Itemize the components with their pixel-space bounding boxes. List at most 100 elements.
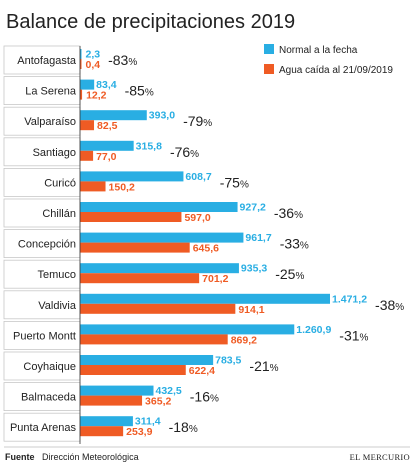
- deficit-value: -75: [220, 174, 240, 190]
- bar-normal: [80, 171, 184, 182]
- deficit-sign: %: [145, 88, 154, 99]
- deficit-sign: %: [294, 210, 303, 221]
- bar-caida: [80, 89, 83, 100]
- deficit-percent: -21%: [249, 358, 278, 374]
- footer: Fuente Dirección Meteorológica EL MERCUR…: [4, 446, 410, 462]
- deficit-sign: %: [360, 332, 369, 343]
- row-santiago: Santiago 315,8 77,0 -76%: [3, 137, 199, 167]
- bar-normal: [80, 49, 82, 59]
- category-card: [3, 198, 81, 228]
- deficit-percent: -38%: [375, 297, 404, 313]
- category-label: Valparaíso: [24, 116, 76, 128]
- bar-normal: [80, 232, 244, 243]
- deficit-percent: -76%: [170, 144, 199, 160]
- row-chillan: Chillán 927,2 597,0 -36%: [3, 198, 303, 228]
- deficit-percent: -18%: [169, 419, 198, 435]
- value-caida: 12,2: [86, 90, 107, 102]
- deficit-sign: %: [190, 149, 199, 160]
- value-caida: 869,2: [231, 334, 257, 346]
- category-card: [3, 167, 81, 197]
- deficit-percent: -36%: [274, 205, 303, 221]
- deficit-percent: -79%: [183, 113, 212, 129]
- category-label: Valdivia: [38, 300, 77, 312]
- category-card: [3, 259, 81, 289]
- chart-rows: Antofagasta 2,30,4 -83% La Serena 83,412,2 -8…: [3, 45, 404, 442]
- category-label: Coyhaique: [23, 361, 76, 373]
- footer-source-label: Fuente: [5, 452, 35, 462]
- legend-label-normal: Normal a la fecha: [279, 45, 358, 56]
- value-normal: 935,3: [241, 263, 267, 275]
- value-normal: 1.471,2: [332, 293, 367, 305]
- category-label: Curicó: [44, 177, 76, 189]
- footer-source-text: Dirección Meteorológica: [42, 452, 139, 462]
- deficit-sign: %: [210, 394, 219, 405]
- bar-caida: [80, 395, 143, 406]
- category-label: Puerto Montt: [13, 330, 76, 342]
- value-caida: 365,2: [145, 396, 171, 408]
- category-label: Concepción: [18, 239, 76, 251]
- bar-normal: [80, 202, 238, 212]
- bar-normal: [80, 110, 147, 121]
- deficit-sign: %: [300, 241, 309, 252]
- value-normal: 783,5: [215, 355, 241, 367]
- value-normal: 315,8: [136, 140, 162, 152]
- value-caida: 77,0: [96, 151, 117, 163]
- value-normal: 393,0: [149, 110, 175, 122]
- deficit-percent: -16%: [190, 389, 219, 405]
- footer-brand: EL MERCURIO: [350, 452, 410, 462]
- deficit-value: -18: [169, 419, 189, 435]
- value-caida: 914,1: [238, 304, 264, 316]
- bar-caida: [80, 150, 94, 161]
- bar-normal: [80, 385, 154, 396]
- category-card: [3, 229, 81, 259]
- row-temuco: Temuco 935,3 701,2 -25%: [3, 259, 304, 289]
- category-label: Balmaceda: [21, 392, 77, 404]
- deficit-percent: -75%: [220, 174, 249, 190]
- deficit-value: -79: [183, 113, 203, 129]
- value-caida: 645,6: [193, 243, 219, 255]
- value-normal: 432,5: [155, 385, 181, 397]
- category-card: [3, 412, 81, 442]
- deficit-percent: -33%: [280, 236, 309, 252]
- deficit-percent: -31%: [339, 327, 368, 343]
- value-caida: 253,9: [126, 426, 152, 438]
- row-puerto-montt: Puerto Montt 1.260,9 869,2 -31%: [3, 320, 369, 350]
- deficit-sign: %: [240, 179, 249, 190]
- deficit-value: -16: [190, 389, 210, 405]
- deficit-value: -21: [249, 358, 269, 374]
- value-normal: 608,7: [185, 171, 211, 183]
- legend: Normal a la fecha Agua caída al 21/09/20…: [264, 44, 393, 76]
- bar-caida: [80, 426, 124, 437]
- bar-caida: [80, 120, 95, 131]
- row-la-serena: La Serena 83,412,2 -85%: [3, 76, 154, 105]
- deficit-value: -38: [375, 297, 395, 313]
- deficit-value: -25: [275, 266, 295, 282]
- deficit-sign: %: [270, 363, 279, 374]
- category-label: Temuco: [37, 269, 76, 281]
- bar-caida: [80, 273, 200, 284]
- row-valparaiso: Valparaíso 393,0 82,5 -79%: [3, 106, 212, 136]
- bar-normal: [80, 293, 330, 304]
- bar-normal: [80, 355, 214, 365]
- deficit-value: -83: [108, 52, 128, 68]
- bar-caida: [80, 181, 106, 192]
- bar-normal: [80, 79, 95, 90]
- row-valdivia: Valdivia 1.471,2 914,1 -38%: [3, 290, 404, 320]
- category-label: Santiago: [33, 147, 76, 159]
- bar-caida: [80, 334, 228, 345]
- deficit-sign: %: [189, 424, 198, 435]
- value-normal: 311,4: [135, 416, 161, 428]
- deficit-percent: -25%: [275, 266, 304, 282]
- value-caida: 597,0: [184, 212, 210, 224]
- category-label: Punta Arenas: [10, 422, 77, 434]
- category-card: [3, 137, 81, 167]
- deficit-percent: -83%: [108, 52, 137, 68]
- bar-caida: [80, 212, 182, 222]
- deficit-value: -36: [274, 205, 294, 221]
- value-normal: 2,3: [86, 49, 101, 61]
- value-caida: 701,2: [202, 273, 228, 285]
